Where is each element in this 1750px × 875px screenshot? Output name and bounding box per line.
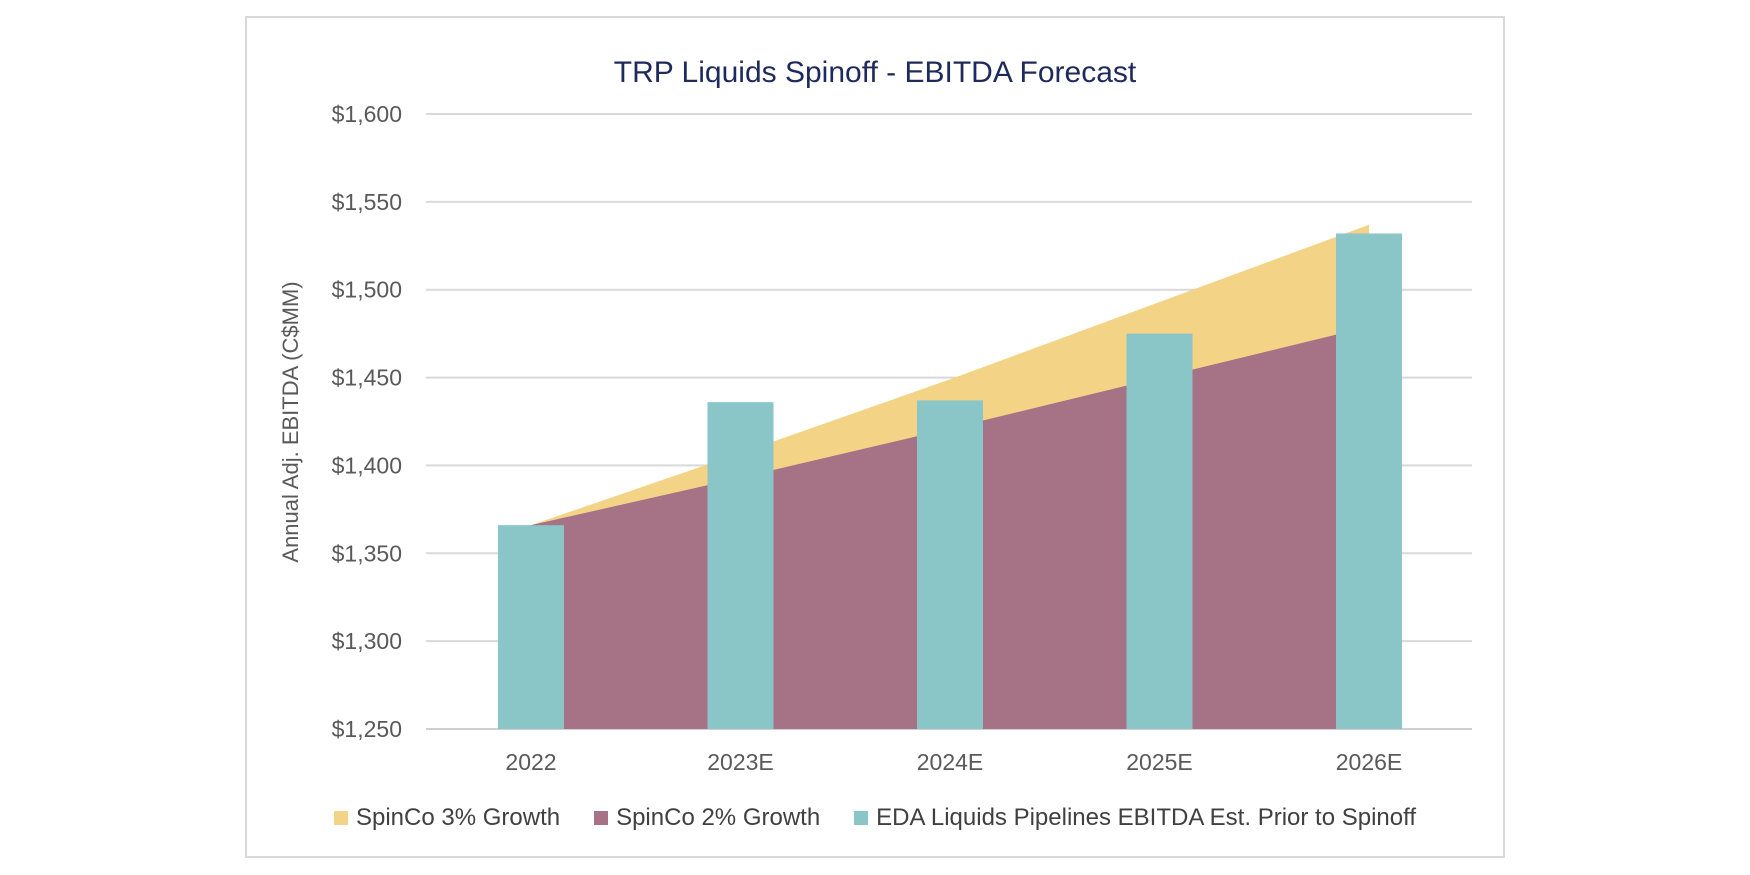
legend-label: SpinCo 3% Growth <box>355 804 561 831</box>
bar <box>1126 333 1193 729</box>
legend-label: EDA Liquids Pipelines EBITDA Est. Prior … <box>876 804 1416 831</box>
y-tick-label: $1,550 <box>332 189 402 215</box>
x-tick-label: 2025E <box>1126 749 1193 775</box>
y-tick-label: $1,300 <box>332 628 402 654</box>
y-axis-title: Annual Adj. EBITDA (C$MM) <box>278 281 303 562</box>
y-tick-label: $1,600 <box>332 101 402 127</box>
y-tick-label: $1,500 <box>332 277 402 303</box>
bar-series <box>498 233 1402 729</box>
bar <box>498 525 564 729</box>
legend-swatch <box>333 811 348 825</box>
legend: SpinCo 3% Growth SpinCo 2% Growth EDA Liqu… <box>0 804 1750 832</box>
bar <box>1336 233 1402 729</box>
y-tick-label: $1,350 <box>332 540 402 566</box>
x-tick-label: 2022 <box>505 749 556 775</box>
bar <box>707 402 774 729</box>
y-tick-labels: $1,250 $1,300 $1,350 $1,400 $1,450 $1,500 $1,5… <box>332 101 402 742</box>
legend-item: SpinCo 3% Growth <box>333 804 561 832</box>
chart-title: TRP Liquids Spinoff - EBITDA Forecast <box>613 56 1137 89</box>
legend-label: SpinCo 2% Growth <box>616 804 821 831</box>
bar <box>917 400 983 729</box>
y-tick-label: $1,400 <box>332 452 402 478</box>
y-tick-label: $1,450 <box>332 365 402 391</box>
x-tick-label: 2023E <box>707 749 774 775</box>
legend-swatch <box>594 811 609 825</box>
legend-item: SpinCo 2% Growth <box>594 804 820 832</box>
x-tick-label: 2026E <box>1336 749 1403 775</box>
legend-item: EDA Liquids Pipelines EBITDA Est. Prior … <box>854 804 1416 832</box>
legend-swatch <box>854 811 869 825</box>
x-tick-label: 2024E <box>917 749 984 775</box>
y-tick-label: $1,250 <box>332 716 402 742</box>
x-tick-labels: 2022 2023E 2024E 2025E 2026E <box>505 749 1402 775</box>
